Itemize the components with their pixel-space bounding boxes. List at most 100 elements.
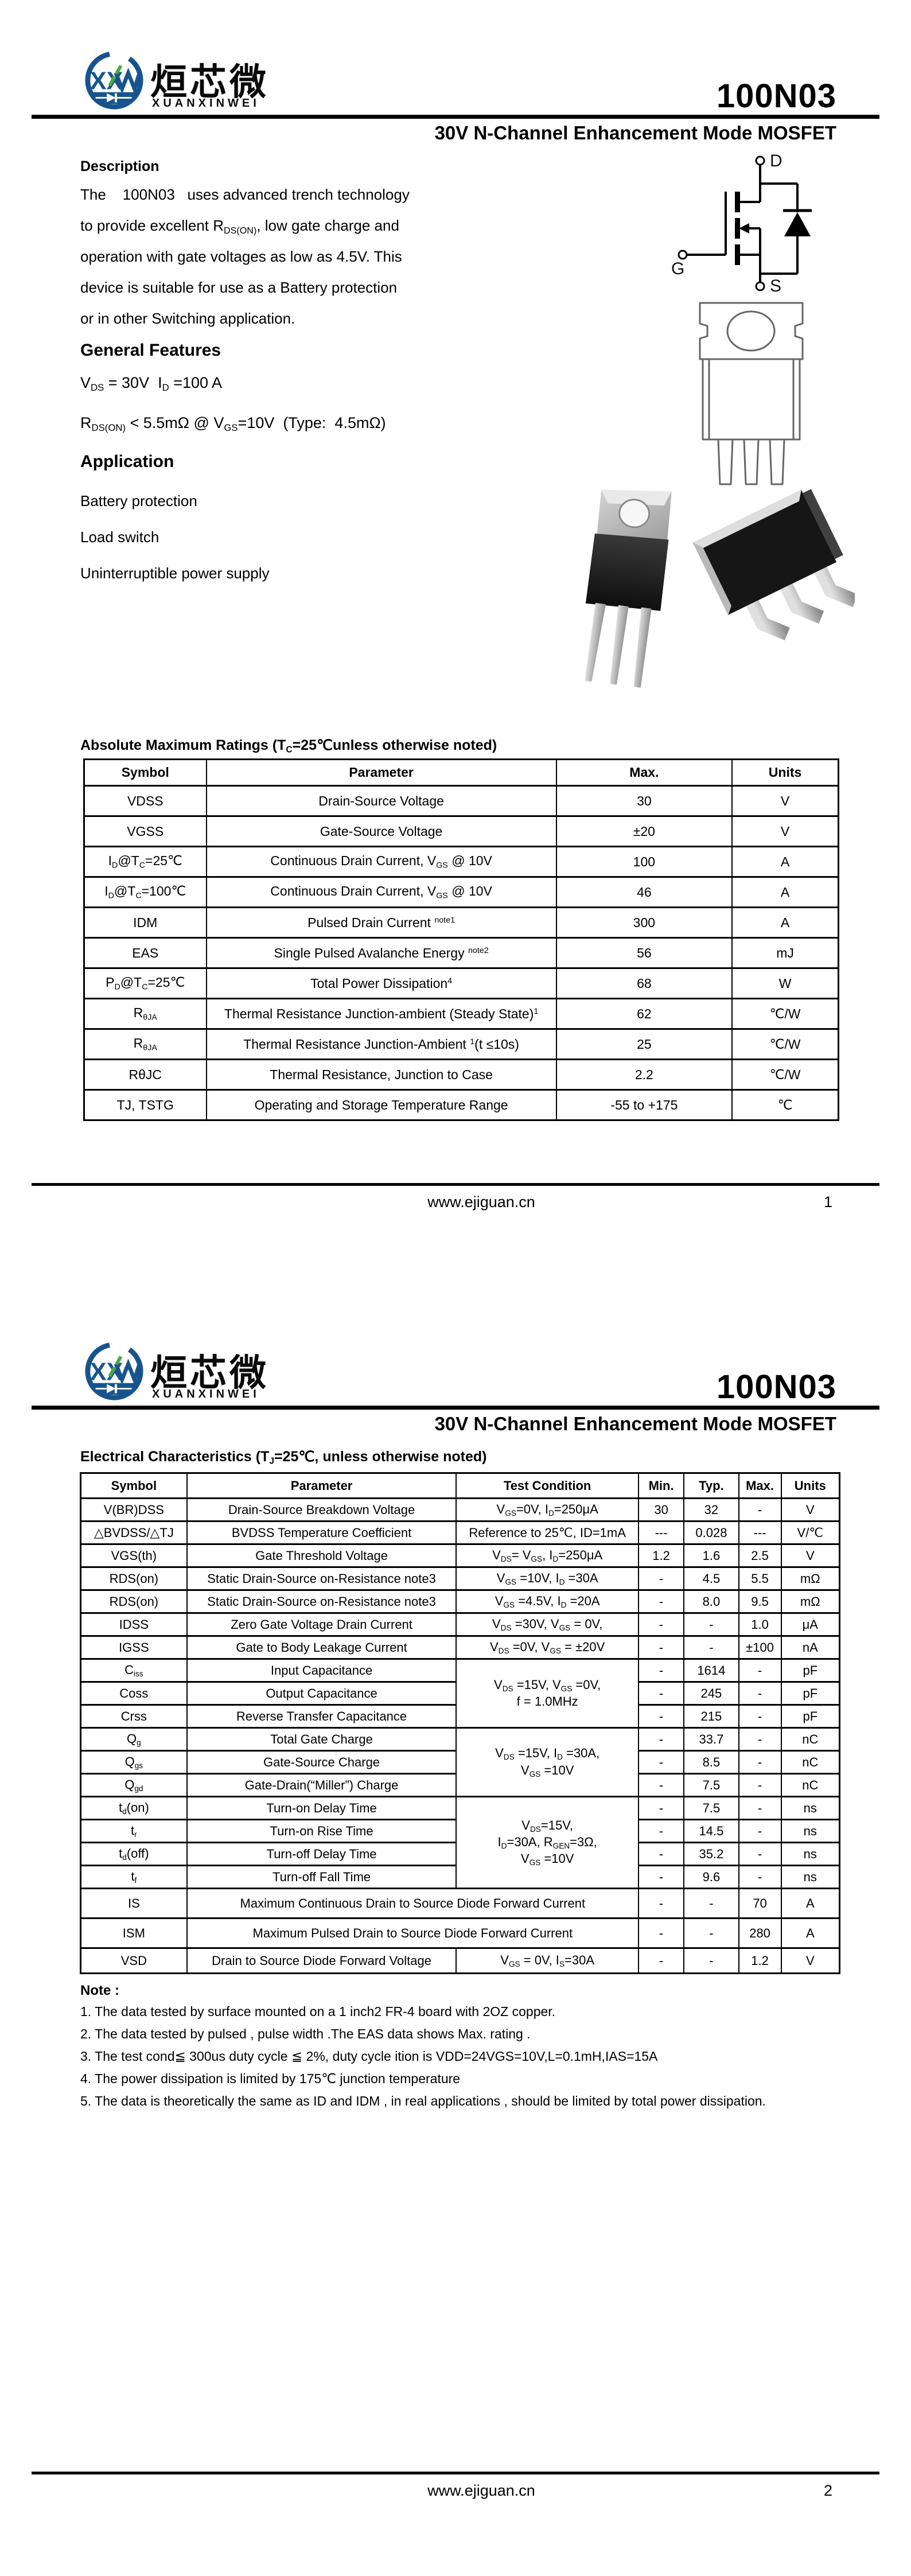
- note-item: 1. The data tested by surface mounted on…: [80, 2004, 556, 2019]
- table-cell: 100: [555, 846, 733, 878]
- table-cell: ---: [637, 1520, 685, 1545]
- column-header: Symbol: [80, 1472, 188, 1499]
- table-cell: -: [683, 1947, 739, 1974]
- feature-line: RDS(ON) < 5.5mΩ @ VGS=10V (Type: 4.5mΩ): [80, 414, 386, 434]
- note-item: 2. The data tested by pulsed , pulse wid…: [80, 2026, 531, 2041]
- table-cell: IGSS: [80, 1635, 188, 1660]
- table-cell: VDS =0V, VGS = ±20V: [456, 1635, 639, 1660]
- table-cell: 46: [555, 876, 733, 908]
- table-cell: ℃/W: [731, 1028, 839, 1060]
- table-cell: Continuous Drain Current, VGS @ 10V: [205, 876, 557, 908]
- table-row: Coss Output Capacitance -245- pF: [80, 1681, 840, 1706]
- mosfet-symbol-diagram: [678, 155, 812, 291]
- table-cell: Qgs: [80, 1750, 188, 1775]
- table-header-row: Symbol Parameter Max. Units: [83, 758, 839, 787]
- column-header: Max.: [555, 758, 733, 787]
- table-cell: -: [637, 1917, 685, 1949]
- table-row: EAS Single Pulsed Avalanche Energy note2 5…: [83, 937, 839, 969]
- table-cell: VDS=15V, ID=30A, RGEN=3Ω, VGS =10V: [456, 1796, 639, 1889]
- table-cell: EAS: [83, 937, 207, 969]
- table-cell: -: [637, 1612, 685, 1637]
- table-cell: 8.0: [683, 1589, 739, 1614]
- table-cell: mJ: [731, 937, 839, 969]
- table-cell: Thermal Resistance Junction-ambient (Ste…: [205, 998, 557, 1030]
- table-cell: Static Drain-Source on-Resistance note3: [186, 1566, 457, 1591]
- table-row: IGSS Gate to Body Leakage Current VDS =0V,…: [80, 1635, 840, 1660]
- table-row: RDS(on) Static Drain-Source on-Resistance…: [80, 1589, 840, 1614]
- table-cell: V(BR)DSS: [80, 1497, 188, 1522]
- table-cell: 30: [555, 785, 733, 817]
- table-cell: -: [637, 1819, 685, 1843]
- table-cell: Drain to Source Diode Forward Voltage: [186, 1947, 457, 1974]
- column-header: Min.: [637, 1472, 685, 1499]
- table-cell: Ciss: [80, 1658, 188, 1683]
- table-cell: Continuous Drain Current, VGS @ 10V: [205, 846, 557, 878]
- footer-rule: [32, 1183, 879, 1186]
- table-cell: -: [738, 1750, 782, 1775]
- abs-max-title: Absolute Maximum Ratings (TC=25℃unless o…: [80, 737, 497, 755]
- table-cell: mΩ: [780, 1566, 840, 1591]
- table-cell: 215: [683, 1704, 739, 1729]
- table-cell: nC: [780, 1773, 840, 1797]
- notes-heading: Note :: [80, 1983, 119, 1998]
- table-cell: A: [731, 876, 839, 908]
- table-cell: ---: [738, 1520, 782, 1545]
- table-cell: mΩ: [780, 1589, 840, 1614]
- table-cell: VDS= VGS, ID=250μA: [456, 1543, 639, 1568]
- table-cell: V: [780, 1543, 840, 1568]
- table-cell: 62: [555, 998, 733, 1030]
- table-cell: 7.5: [683, 1773, 739, 1797]
- table-cell: A: [780, 1888, 840, 1919]
- table-cell: ID@TC=100℃: [83, 876, 207, 908]
- table-row: PD@TC=25℃ Total Power Dissipation4 68 W: [83, 967, 839, 999]
- brand-logo-icon: [83, 49, 145, 111]
- table-cell: -: [637, 1842, 685, 1866]
- table-cell: -: [738, 1865, 782, 1889]
- table-cell: pF: [780, 1658, 840, 1683]
- table-cell: BVDSS Temperature Coefficient: [186, 1520, 457, 1545]
- table-cell: V: [731, 785, 839, 817]
- table-cell: Total Gate Charge: [186, 1727, 457, 1752]
- mosfet-pin-label-gate: G: [671, 259, 685, 278]
- table-cell: td(off): [80, 1842, 188, 1866]
- column-header: Max.: [738, 1472, 782, 1499]
- application-item: Battery protection: [80, 492, 197, 509]
- table-cell: W: [731, 967, 839, 999]
- table-row: Crss Reverse Transfer Capacitance -215- pF: [80, 1704, 840, 1729]
- table-cell: ns: [780, 1819, 840, 1843]
- notes-list: 1. The data tested by surface mounted on…: [80, 2005, 883, 2116]
- table-row: VGSS Gate-Source Voltage ±20 V: [83, 815, 839, 847]
- table-row: tr Turn-on Rise Time -14.5- ns: [80, 1819, 840, 1843]
- table-row: VDSS Drain-Source Voltage 30 V: [83, 785, 839, 817]
- header-rule: [32, 115, 879, 119]
- table-cell: Input Capacitance: [186, 1658, 457, 1683]
- table-cell: Turn-on Rise Time: [186, 1819, 457, 1843]
- table-row: ID@TC=100℃ Continuous Drain Current, VGS …: [83, 876, 839, 908]
- table-row: td(on) Turn-on Delay Time VDS=15V, ID=30A, …: [80, 1796, 840, 1889]
- subtitle: 30V N-Channel Enhancement Mode MOSFET: [434, 1413, 836, 1434]
- footer-rule: [32, 2472, 879, 2474]
- description-line: to provide excellent RDS(ON), low gate c…: [80, 217, 399, 236]
- table-cell: VGS =10V, ID =30A: [456, 1566, 639, 1591]
- page-number: 1: [824, 1193, 833, 1211]
- table-cell: Gate to Body Leakage Current: [186, 1635, 457, 1660]
- brand-name-cn: 烜芯微: [150, 1352, 269, 1394]
- table-cell: 2.5: [738, 1543, 782, 1568]
- description-line: The 100N03 uses advanced trench technolo…: [80, 186, 410, 203]
- table-row: Qgd Gate-Drain(“Miller”) Charge -7.5- nC: [80, 1773, 840, 1797]
- table-cell: -: [683, 1888, 739, 1919]
- table-row: TJ, TSTG Operating and Storage Temperatur…: [83, 1089, 839, 1121]
- part-number-title: 100N03: [716, 77, 836, 115]
- table-cell: td(on): [80, 1796, 188, 1820]
- table-cell: -: [637, 1681, 685, 1706]
- table-cell: Drain-Source Voltage: [205, 785, 557, 817]
- brand-logo-icon: [83, 1340, 145, 1402]
- table-cell: ns: [780, 1796, 840, 1820]
- table-cell: Gate Threshold Voltage: [186, 1543, 457, 1568]
- table-cell: IS: [80, 1888, 188, 1919]
- table-cell: VGS = 0V, IS=30A: [456, 1947, 639, 1974]
- table-cell: 300: [555, 906, 733, 939]
- table-cell: Qgd: [80, 1773, 188, 1797]
- table-cell: 68: [555, 967, 733, 999]
- table-cell: RθJC: [83, 1059, 207, 1091]
